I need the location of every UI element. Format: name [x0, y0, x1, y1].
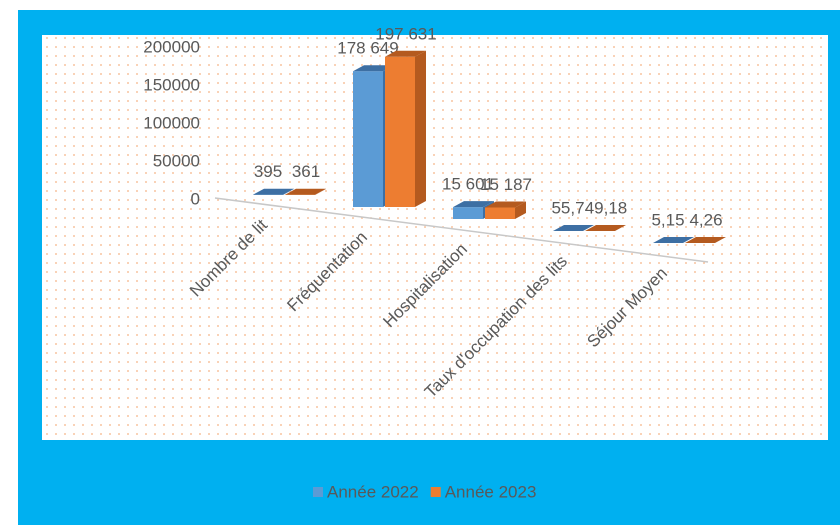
bar-top [585, 224, 626, 231]
data-label: 15 187 [480, 175, 532, 194]
data-label: 55,7 [551, 198, 584, 217]
legend-label: Année 2022 [327, 482, 419, 501]
bar-top [253, 188, 294, 195]
bar-top [685, 236, 726, 243]
data-label: 15 601 [442, 175, 494, 194]
y-tick-label: 0 [191, 189, 200, 208]
bar-side [515, 201, 526, 219]
legend-swatch [313, 487, 323, 497]
legend-label: Année 2023 [445, 482, 537, 501]
bar-front [453, 207, 483, 219]
y-tick-label: 200000 [143, 37, 200, 56]
bar-side [283, 188, 294, 195]
bar-side [615, 224, 626, 231]
bar-top [653, 236, 694, 243]
bar-front [485, 207, 515, 219]
data-label: 361 [292, 162, 320, 181]
data-label: 4,26 [689, 210, 722, 229]
bar-side [583, 224, 594, 231]
bar-side [415, 50, 426, 207]
bar-top [285, 188, 326, 195]
legend-swatch [430, 487, 441, 497]
y-tick-label: 100000 [143, 113, 200, 132]
data-label: 178 649 [337, 39, 398, 58]
bar-top [353, 65, 394, 72]
y-tick-label: 50000 [153, 151, 200, 170]
data-label: 395 [254, 162, 282, 181]
bar-top [485, 201, 526, 208]
bar-front [385, 56, 415, 207]
data-label: 49,18 [585, 198, 628, 217]
bar-top [553, 224, 594, 231]
data-label: 5,15 [651, 210, 684, 229]
bar-top [385, 50, 426, 57]
floor-line [214, 197, 709, 263]
bar-front [353, 71, 383, 207]
bar-side [715, 236, 726, 243]
y-tick-label: 150000 [143, 75, 200, 94]
bar-side [315, 188, 326, 195]
bar-top [453, 201, 494, 208]
bar-side [683, 236, 694, 243]
data-label: 197 631 [375, 24, 436, 43]
